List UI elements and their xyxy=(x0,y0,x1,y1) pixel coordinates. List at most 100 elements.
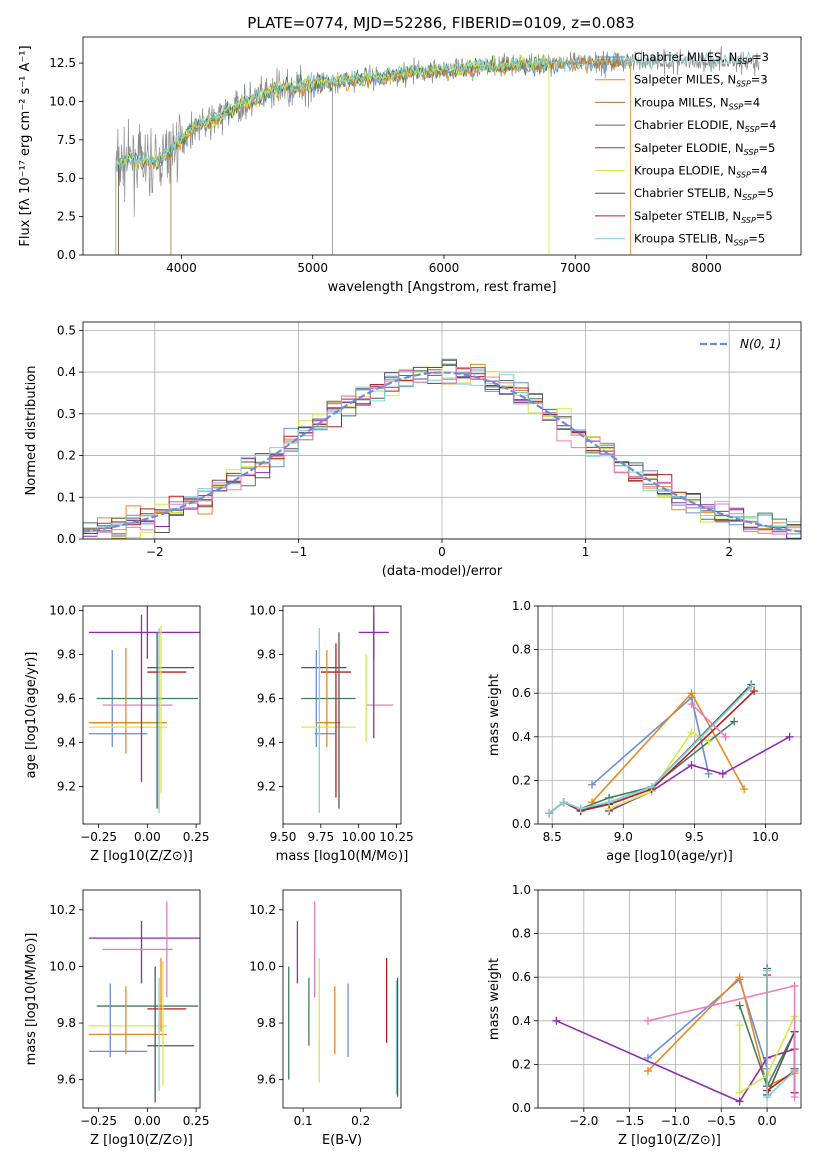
series-line-chabrier-miles xyxy=(647,977,768,1070)
axes-frame xyxy=(537,889,802,1109)
legend-value: =5 xyxy=(758,141,775,155)
legend-subscript: SSP xyxy=(734,239,749,248)
chart-weight-vs-age: 8.5 9.0 9.5 10.0 0.0 0.2 0.4 0.6 0.8 1.0 age [log1… xyxy=(487,599,802,864)
series-marker xyxy=(785,732,794,741)
axes-frame xyxy=(82,321,802,540)
legend-subscript: SSP xyxy=(736,80,751,89)
model-line-kroupa-miles xyxy=(167,52,631,154)
series-line-kroupa-elodie xyxy=(738,1016,796,1095)
x-axis-label: (data-model)/error xyxy=(382,564,503,579)
x-tick-label: 0.0 xyxy=(758,1114,777,1128)
y-tick-label: 9.6 xyxy=(257,691,276,705)
chart-spectrum: 4000 5000 6000 7000 8000 0.0 2.5 5.0 7.5 10.0 12.5… xyxy=(18,36,802,295)
series-marker xyxy=(718,769,727,778)
y-tick-label: 1.0 xyxy=(512,599,531,613)
x-tick-label: 0.1 xyxy=(294,1114,313,1128)
y-tick-label: 2.5 xyxy=(57,210,76,224)
x-tick-label: 0 xyxy=(438,545,446,559)
legend-value: =4 xyxy=(751,164,768,178)
plot-area xyxy=(552,964,799,1106)
y-tick-label: 0.2 xyxy=(512,1057,531,1071)
legend-subscript: SSP xyxy=(737,57,752,66)
y-tick-label: 10.0 xyxy=(49,94,76,108)
legend-label: Chabrier STELIB, NSSP=5 xyxy=(634,186,774,202)
x-tick-label: 9.75 xyxy=(307,830,334,844)
axes-frame xyxy=(282,605,402,825)
y-tick-label: 9.2 xyxy=(257,780,276,794)
chart-mass-vs-ebv: 0.1 0.2 9.6 9.8 10.0 10.2 E(B-V) xyxy=(249,889,402,1148)
y-tick-label: 10.0 xyxy=(49,603,76,617)
x-tick-label: −0.25 xyxy=(80,1114,117,1128)
gaussian-legend-label: N(0, 1) xyxy=(740,337,781,351)
y-tick-label: 9.8 xyxy=(257,1016,276,1030)
plot-area xyxy=(88,606,200,813)
series-line-chabrier-miles xyxy=(591,696,710,786)
x-tick-label: 10.00 xyxy=(341,830,375,844)
x-axis-label: Z [log10(Z/Z⊙)] xyxy=(90,1133,193,1148)
x-tick-label: 5000 xyxy=(297,261,328,275)
y-tick-label: 0.0 xyxy=(57,248,76,262)
series-marker xyxy=(687,761,696,770)
x-tick-label: 9.0 xyxy=(614,830,633,844)
x-tick-label: 6000 xyxy=(429,261,460,275)
histogram-pink xyxy=(83,367,801,535)
series-marker xyxy=(735,1097,744,1106)
y-tick-label: 9.8 xyxy=(257,647,276,661)
axes-frame xyxy=(82,889,201,1109)
y-tick-label: 0.5 xyxy=(57,323,76,337)
y-tick-label: 9.6 xyxy=(57,1073,76,1087)
x-tick-label: 8.5 xyxy=(543,830,562,844)
y-axis-label: mass weight xyxy=(487,674,502,756)
y-tick-label: 12.5 xyxy=(49,56,76,70)
x-tick-label: −2 xyxy=(146,545,164,559)
legend-subscript: SSP xyxy=(742,193,757,202)
y-axis-label: Flux [fλ 10⁻¹⁷ erg cm⁻² s⁻¹ A⁻¹] xyxy=(18,45,33,246)
legend-label: Kroupa ELODIE, NSSP=4 xyxy=(634,164,768,180)
series-line-salpeter-elodie xyxy=(608,736,790,812)
legend-value: =4 xyxy=(743,95,760,109)
series-line-kroupa-stelib xyxy=(548,686,752,814)
x-tick-label: 9.5 xyxy=(685,830,704,844)
series-marker xyxy=(687,689,696,698)
y-tick-label: 5.0 xyxy=(57,171,76,185)
legend-label: Chabrier ELODIE, NSSP=4 xyxy=(634,118,776,134)
legend-label: Salpeter ELODIE, NSSP=5 xyxy=(634,141,775,157)
series-marker xyxy=(735,1088,744,1097)
model-line-kroupa-stelib xyxy=(115,51,753,173)
x-tick-label: 10.25 xyxy=(379,830,413,844)
axes-frame xyxy=(537,605,802,825)
axes-frame xyxy=(82,36,802,256)
series-marker xyxy=(704,769,713,778)
series-marker xyxy=(643,1066,652,1075)
y-tick-label: 9.2 xyxy=(57,780,76,794)
legend-value: =5 xyxy=(756,209,773,223)
x-axis-label: Z [log10(Z/Z⊙)] xyxy=(90,849,193,864)
y-axis-label: mass [log10(M/M⊙)] xyxy=(24,933,39,1066)
plot-area xyxy=(301,606,394,813)
x-axis-label: mass [log10(M/M⊙)] xyxy=(276,849,409,864)
series-marker xyxy=(559,798,568,807)
series-marker xyxy=(605,798,614,807)
y-tick-label: 0.6 xyxy=(512,970,531,984)
series-marker xyxy=(704,737,713,746)
legend-subscript: SSP xyxy=(741,216,756,225)
legend-subscript: SSP xyxy=(736,171,751,180)
x-tick-label: −1.5 xyxy=(615,1114,644,1128)
x-tick-label: −0.5 xyxy=(707,1114,736,1128)
series-line-pink xyxy=(690,703,727,738)
series-marker xyxy=(790,1093,799,1102)
y-tick-label: 0.0 xyxy=(512,1101,531,1115)
x-tick-label: 7000 xyxy=(560,261,591,275)
axes-frame xyxy=(82,605,201,825)
chart-age-vs-mass: 9.50 9.75 10.00 10.25 9.2 9.4 9.6 9.8 10.0 mass [… xyxy=(249,603,413,864)
chart-mass-vs-Z: −0.25 0.00 0.25 9.6 9.8 10.0 10.2 Z [log10(Z/Z⊙… xyxy=(24,889,209,1148)
x-tick-label: −0.25 xyxy=(80,830,117,844)
y-tick-label: 10.2 xyxy=(249,903,276,917)
x-axis-label: age [log10(age/yr)] xyxy=(606,849,733,864)
series-line-salpeter-stelib xyxy=(766,975,796,1093)
legend-label: Kroupa MILES, NSSP=4 xyxy=(634,95,760,111)
legend-value: =4 xyxy=(760,118,777,132)
axes-frame xyxy=(282,889,402,1109)
gaussian-curve xyxy=(83,371,801,533)
